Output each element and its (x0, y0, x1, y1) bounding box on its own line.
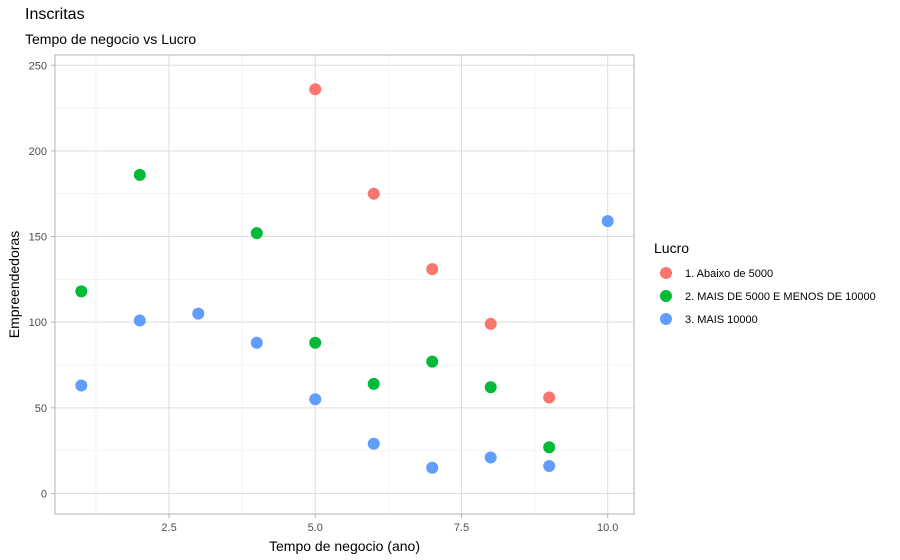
data-point-series-1 (309, 83, 322, 96)
data-points (75, 83, 614, 474)
plot-panel-border (54, 54, 635, 515)
legend-label-2: 2. MAIS DE 5000 E MENOS DE 10000 (685, 291, 876, 303)
y-tick-label: 200 (29, 146, 47, 158)
y-axis-title: Empreendedoras (6, 231, 22, 338)
data-point-series-3 (133, 314, 146, 327)
data-point-series-3 (250, 336, 263, 349)
data-point-series-2 (426, 355, 439, 368)
legend-key-1 (660, 267, 672, 279)
data-point-series-1 (484, 317, 497, 330)
data-point-series-3 (426, 461, 439, 474)
data-point-series-2 (543, 441, 556, 454)
x-tick-label: 5.0 (308, 522, 323, 534)
data-point-series-1 (543, 391, 556, 404)
legend: Lucro 1. Abaixo de 5000 2. MAIS DE 5000 E … (654, 240, 876, 326)
data-point-series-3 (484, 451, 497, 464)
data-point-series-3 (309, 393, 322, 406)
data-point-series-2 (367, 377, 380, 390)
data-point-series-3 (543, 460, 556, 473)
data-point-series-2 (75, 285, 88, 298)
data-point-series-1 (426, 263, 439, 276)
x-tick-label: 7.5 (454, 522, 469, 534)
data-point-series-2 (250, 227, 263, 240)
data-point-series-2 (484, 381, 497, 394)
legend-title: Lucro (654, 240, 689, 256)
axis-ticks: 2.5 5.0 7.5 10.0 0 50 100 150 200 250 (29, 60, 619, 534)
data-point-series-3 (367, 437, 380, 450)
data-point-series-2 (309, 336, 322, 349)
major-gridlines (55, 55, 634, 514)
x-tick-label: 10.0 (597, 522, 618, 534)
data-point-series-1 (367, 187, 380, 200)
y-tick-label: 100 (29, 317, 47, 329)
data-point-series-3 (601, 215, 614, 228)
x-tick-label: 2.5 (161, 522, 176, 534)
legend-key-2 (660, 290, 672, 302)
y-tick-label: 150 (29, 232, 47, 244)
chart-title: Inscritas (25, 6, 85, 23)
legend-label-3: 3. MAIS 10000 (685, 314, 758, 326)
y-tick-label: 250 (29, 60, 47, 72)
legend-key-3 (660, 313, 672, 325)
x-axis-title: Tempo de negocio (ano) (269, 538, 420, 554)
data-point-series-3 (75, 379, 88, 392)
minor-gridlines (55, 55, 634, 514)
legend-label-1: 1. Abaixo de 5000 (685, 268, 773, 280)
data-point-series-2 (133, 168, 146, 181)
chart-subtitle: Tempo de negocio vs Lucro (25, 31, 197, 47)
y-tick-label: 0 (41, 488, 47, 500)
y-tick-label: 50 (35, 403, 47, 415)
data-point-series-3 (192, 307, 205, 320)
